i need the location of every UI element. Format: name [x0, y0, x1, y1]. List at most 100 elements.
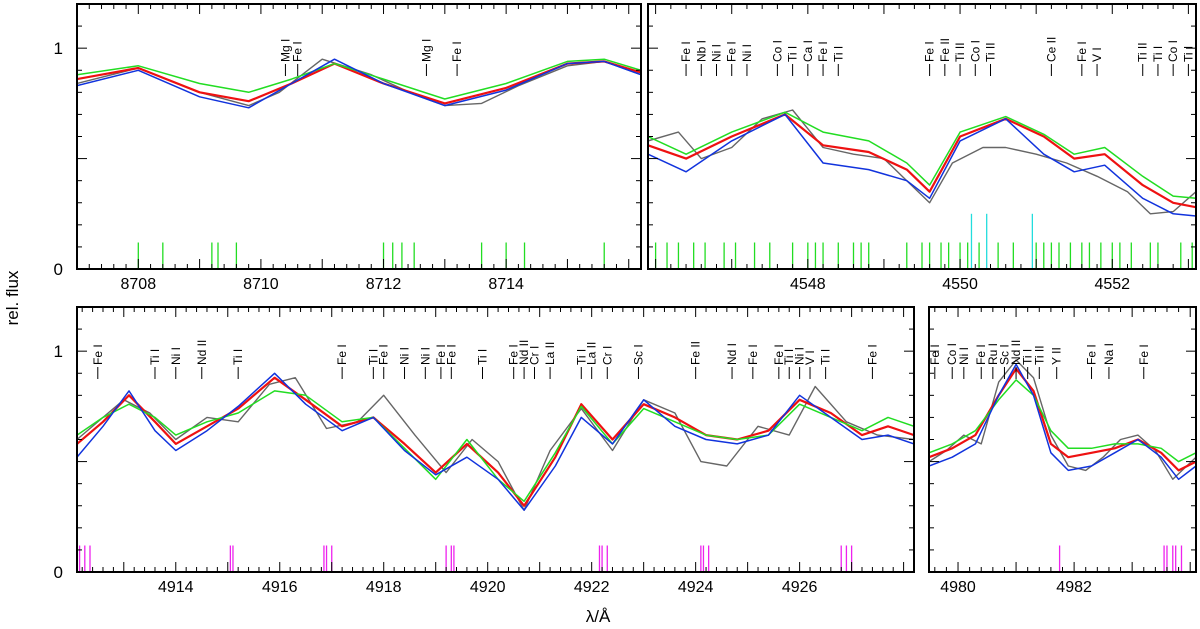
line-id-label: Ni I [169, 347, 183, 365]
line-id-label: Fe II [689, 341, 703, 365]
series-observed [77, 377, 914, 511]
line-id-label: Ti II [1032, 345, 1046, 365]
line-id-label: Fe I [865, 344, 879, 365]
line-id-label: V I [803, 350, 817, 365]
line-id-label: Cr I [528, 346, 542, 365]
chart-panel-panel-4920: Fe I Ti I Ni I Nd II Ti I Fe I Ti IFe I Ni I Ni … [54, 306, 915, 596]
series-model-green [929, 379, 1196, 463]
line-id-label: Ti I [819, 349, 833, 365]
plot-area [77, 372, 914, 572]
x-tick-label: 4980 [940, 579, 976, 596]
line-id-label: Ti I [1021, 349, 1035, 365]
line-id-label: Ti I [366, 349, 380, 365]
line-id-label: Fe I [725, 41, 739, 62]
line-id-label: Fe I [772, 344, 786, 365]
series-model-blue [648, 113, 1196, 217]
series-model-green [648, 111, 1196, 200]
line-id-label: Fe I [974, 344, 988, 365]
y-tick-label: 1 [54, 39, 63, 58]
x-tick-label: 4550 [942, 276, 978, 293]
line-id-label: Fe I [816, 41, 830, 62]
y-tick-label: 1 [54, 342, 63, 361]
plot-area [648, 109, 1196, 269]
series-observed [648, 109, 1196, 215]
line-id-label: Fe I [450, 41, 464, 62]
line-id-label: Fe I [1075, 41, 1089, 62]
x-tick-label: 4914 [158, 579, 194, 596]
line-id-label: Ti I [831, 46, 845, 62]
line-id-label: Ni I [793, 347, 807, 365]
series-model-red [929, 367, 1196, 472]
line-id-label: Ni I [418, 347, 432, 365]
series-model-blue [77, 58, 641, 109]
x-tick-label: 8710 [243, 276, 279, 293]
line-id-label: Y II [1050, 347, 1064, 365]
y-axis-label: rel. flux [3, 270, 22, 325]
line-id-label: Ti I [574, 349, 588, 365]
line-id-label: Fe I [91, 344, 105, 365]
x-tick-label: 4982 [1056, 579, 1092, 596]
line-id-label: Ti II [984, 42, 998, 62]
series-model-blue [77, 372, 914, 511]
line-id-label: V I [1090, 47, 1104, 62]
line-id-label: Ca I [801, 40, 815, 62]
line-id-label: Ti II [1136, 42, 1150, 62]
x-tick-label: 4926 [782, 579, 818, 596]
line-id-label: Nd II [517, 340, 531, 365]
line-id-label: La II [543, 342, 557, 365]
line-id-label: Ti I [231, 349, 245, 365]
line-id-label: Ti I [782, 349, 796, 365]
line-id-label: Ti I [148, 349, 162, 365]
line-id-label: Fe I [923, 41, 937, 62]
line-id-label: Ti I [786, 46, 800, 62]
line-id-label: Co I [1166, 40, 1180, 62]
line-id-label: Fe I [335, 344, 349, 365]
x-tick-label: 4548 [790, 276, 826, 293]
line-id-label: Mg I [278, 39, 292, 62]
line-id-label: Ti I [1181, 46, 1195, 62]
x-axis-label: λ/Å [586, 607, 611, 626]
line-id-label: Fe I [434, 344, 448, 365]
line-id-label: Fe I [746, 344, 760, 365]
line-id-label: Fe I [928, 344, 942, 365]
x-tick-label: 4916 [262, 579, 298, 596]
chart-panel-panel-4550: Fe I Nb I Ni I Fe I Ni I Co I Ti I Ca I Fe I Ti I… [647, 3, 1197, 293]
plot-area [929, 359, 1196, 572]
line-id-label: Ce II [1044, 37, 1058, 62]
line-id-label: Nd I [725, 343, 739, 365]
series-model-blue [929, 363, 1196, 481]
line-id-label: Ru I [986, 343, 1000, 365]
x-tick-label: 4920 [470, 579, 506, 596]
line-id-label: Ti II [953, 42, 967, 62]
line-id-label: Sc I [998, 344, 1012, 365]
y-tick-label: 0 [54, 260, 63, 279]
x-tick-label: 8714 [488, 276, 524, 293]
line-id-label: Fe I [679, 41, 693, 62]
line-id-label: Cr I [600, 346, 614, 365]
line-id-label: Mg I [419, 39, 433, 62]
line-id-label: Fe I [377, 344, 391, 365]
x-tick-label: 4924 [678, 579, 714, 596]
line-id-label: Ti I [1151, 46, 1165, 62]
series-model-red [648, 113, 1196, 209]
series-model-red [77, 376, 914, 507]
line-id-label: Fe II [938, 38, 952, 62]
line-id-label: Fe I [507, 344, 521, 365]
x-tick-label: 8708 [121, 276, 157, 293]
line-id-label: Fe I [1137, 344, 1151, 365]
x-tick-label: 8712 [366, 276, 402, 293]
line-id-label: Sc I [632, 344, 646, 365]
line-id-label: Ni I [398, 347, 412, 365]
line-id-label: Nb I [694, 40, 708, 62]
x-tick-label: 4922 [574, 579, 610, 596]
line-id-label: Ni I [710, 44, 724, 62]
line-id-label: Nd II [1009, 340, 1023, 365]
line-id-label: Co I [945, 343, 959, 365]
x-tick-label: 4918 [366, 579, 402, 596]
line-id-label: La II [585, 342, 599, 365]
